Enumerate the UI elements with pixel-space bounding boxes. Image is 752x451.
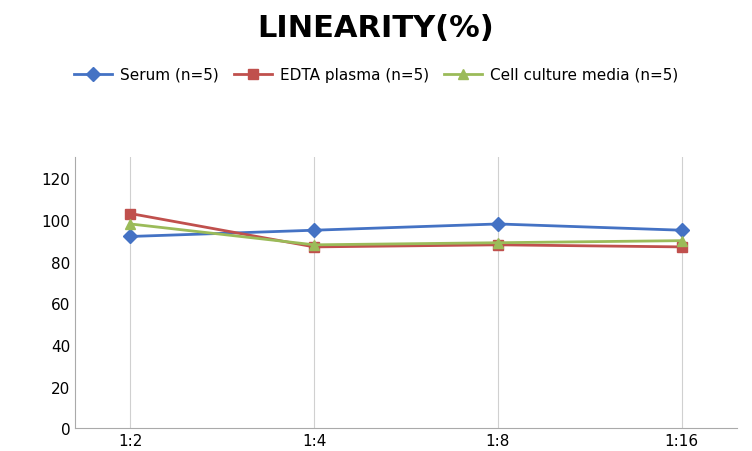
Cell culture media (n=5) xyxy=(678,239,687,244)
EDTA plasma (n=5) xyxy=(126,212,135,217)
Cell culture media (n=5) xyxy=(310,243,319,248)
Serum (n=5) xyxy=(678,228,687,234)
Line: Serum (n=5): Serum (n=5) xyxy=(126,220,687,242)
Cell culture media (n=5) xyxy=(126,222,135,227)
Text: LINEARITY(%): LINEARITY(%) xyxy=(258,14,494,42)
EDTA plasma (n=5) xyxy=(493,243,502,248)
Legend: Serum (n=5), EDTA plasma (n=5), Cell culture media (n=5): Serum (n=5), EDTA plasma (n=5), Cell cul… xyxy=(68,62,684,89)
EDTA plasma (n=5) xyxy=(678,244,687,250)
Line: Cell culture media (n=5): Cell culture media (n=5) xyxy=(126,220,687,250)
Serum (n=5) xyxy=(126,234,135,239)
Serum (n=5) xyxy=(493,222,502,227)
Line: EDTA plasma (n=5): EDTA plasma (n=5) xyxy=(126,209,687,252)
Cell culture media (n=5) xyxy=(493,240,502,246)
Serum (n=5) xyxy=(310,228,319,234)
EDTA plasma (n=5) xyxy=(310,244,319,250)
